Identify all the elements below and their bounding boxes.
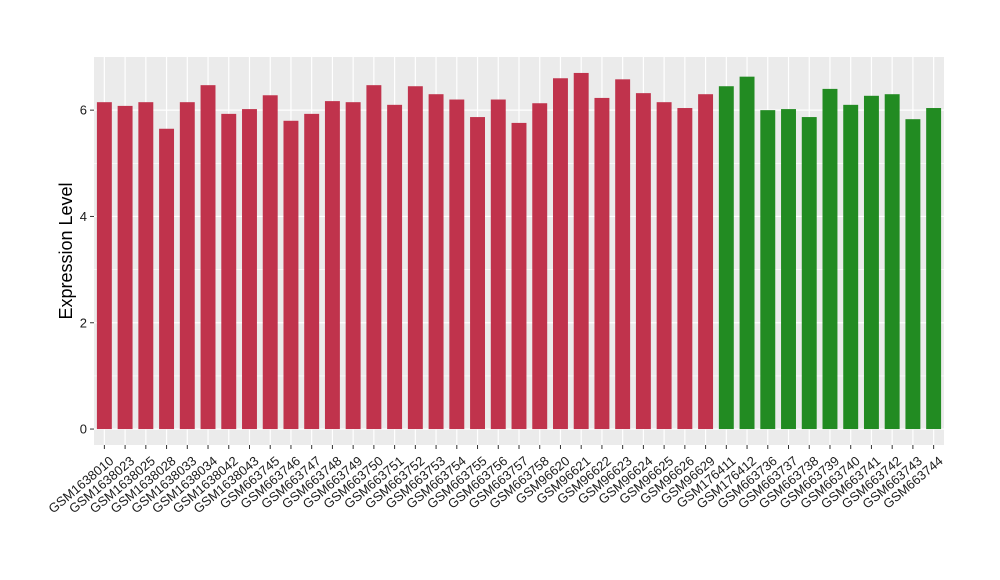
bar bbox=[926, 108, 942, 430]
bar bbox=[96, 102, 112, 430]
bar bbox=[863, 95, 879, 430]
bar bbox=[283, 120, 299, 430]
bar bbox=[242, 109, 257, 430]
bar bbox=[159, 128, 175, 430]
bar bbox=[615, 79, 631, 430]
bar bbox=[345, 102, 361, 430]
bar bbox=[884, 94, 900, 430]
bar bbox=[117, 105, 133, 430]
y-tick-label: 4 bbox=[80, 209, 87, 224]
y-tick-label: 0 bbox=[80, 422, 87, 437]
y-axis: 0 2 4 6 bbox=[80, 103, 94, 437]
bar bbox=[366, 85, 382, 430]
y-tick-label: 2 bbox=[80, 315, 87, 330]
bar bbox=[698, 94, 714, 430]
bar bbox=[262, 95, 278, 430]
bar bbox=[138, 102, 154, 430]
x-axis: GSM1638010GSM1638023GSM1638025GSM1638028… bbox=[45, 445, 946, 516]
bar bbox=[407, 86, 423, 430]
bar bbox=[635, 93, 651, 430]
bar bbox=[490, 99, 506, 430]
bar bbox=[179, 102, 195, 430]
y-tick-label: 6 bbox=[80, 103, 87, 118]
bar bbox=[739, 76, 755, 430]
bar bbox=[470, 117, 485, 430]
bar bbox=[801, 117, 817, 430]
bar bbox=[656, 102, 672, 430]
bar bbox=[221, 113, 237, 430]
bar bbox=[905, 119, 921, 430]
bar bbox=[511, 122, 527, 430]
bar bbox=[553, 78, 568, 430]
y-axis-title: Expression Level bbox=[56, 182, 76, 319]
bar bbox=[428, 94, 444, 430]
bar bbox=[822, 88, 838, 430]
bar bbox=[718, 86, 734, 430]
bar bbox=[304, 113, 320, 430]
bar bbox=[324, 101, 340, 430]
bar bbox=[760, 110, 776, 430]
bar bbox=[200, 85, 216, 430]
bar bbox=[387, 104, 403, 430]
bar bbox=[677, 108, 693, 430]
bar bbox=[573, 72, 589, 430]
bar bbox=[594, 97, 610, 430]
bar bbox=[449, 99, 465, 430]
bar bbox=[781, 109, 796, 430]
bars bbox=[96, 72, 942, 430]
bar bbox=[532, 103, 548, 430]
bar bbox=[843, 104, 859, 430]
